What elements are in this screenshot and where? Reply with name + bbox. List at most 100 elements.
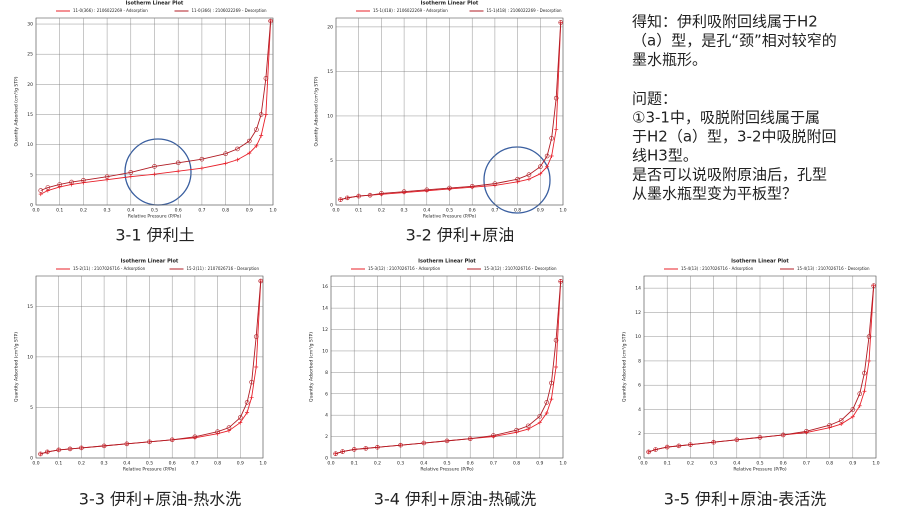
x-tick-label: 0.2	[80, 208, 87, 214]
point	[780, 432, 786, 438]
point	[268, 18, 273, 24]
x-tick-label: 0.7	[803, 461, 810, 467]
point	[401, 189, 407, 194]
x-tick-label: 0.5	[446, 208, 453, 214]
y-axis-label: Quantity Adsorbed (cm³/g STP)	[309, 332, 315, 402]
point	[254, 365, 259, 369]
point	[249, 395, 254, 400]
x-tick-label: 0.0	[332, 208, 339, 214]
y-tick-label: 2	[325, 434, 328, 440]
y-tick-label: 12	[322, 327, 328, 333]
y-tick-label: 0	[30, 456, 33, 462]
legend-label: 11-0(366) : 2106022269 - Adsorption	[73, 8, 148, 13]
point	[105, 177, 110, 182]
y-tick-label: 0	[325, 456, 328, 462]
point	[192, 434, 198, 440]
x-tick-label: 0.8	[513, 461, 520, 467]
legend-label: 15-3(12) : 2107026716 - Desorption	[484, 266, 557, 271]
caption: 3-3 伊利+原油-热水洗	[79, 490, 241, 509]
y-axis-label: Quantity Adsorbed (cm³/g STP)	[314, 76, 320, 146]
point	[827, 425, 832, 430]
point	[424, 187, 430, 193]
x-tick-label: 0.5	[756, 461, 763, 467]
note-line: 问题：	[632, 90, 677, 108]
note-line: 线H3型。	[632, 147, 698, 165]
x-axis-label: Relative Pressure (P/Po)	[128, 214, 182, 220]
point	[101, 443, 107, 449]
x-tick-label: 0.4	[733, 461, 740, 467]
y-tick-label: 0	[30, 203, 33, 209]
x-tick-label: 0.2	[78, 461, 85, 467]
x-tick-label: 0.0	[640, 461, 647, 467]
point	[57, 182, 63, 187]
point	[492, 181, 498, 186]
point	[871, 283, 876, 289]
point	[553, 95, 559, 101]
point	[526, 172, 532, 178]
point	[537, 164, 543, 170]
x-tick-label: 0.5	[151, 208, 158, 214]
point	[363, 446, 369, 451]
point	[549, 380, 554, 386]
x-tick-label: 0.4	[423, 208, 430, 214]
y-tick-label: 10	[327, 113, 333, 119]
y-tick-label: 2	[638, 431, 641, 437]
point	[444, 438, 450, 444]
x-tick-label: 0.1	[351, 461, 358, 467]
point	[515, 176, 520, 182]
caption: 3-4 伊利+原油-热碱洗	[374, 490, 536, 509]
x-tick-label: 0.6	[780, 461, 787, 467]
note-line: 得知：伊利吸附回线属于H2	[632, 13, 818, 31]
x-tick-label: 0.1	[664, 461, 671, 467]
legend-label: 15-1(418) : 2106022269 - Desorption	[487, 8, 563, 13]
chart-title: Isotherm Linear Plot	[421, 1, 479, 7]
point	[549, 154, 554, 159]
y-axis-label: Quantity Adsorbed (cm³/g STP)	[622, 332, 628, 402]
point	[526, 177, 531, 182]
point	[866, 334, 872, 339]
y-tick-label: 15	[27, 304, 33, 310]
x-tick-label: 0.7	[490, 461, 497, 467]
point	[857, 403, 862, 408]
y-tick-label: 16	[322, 284, 328, 290]
y-axis-label: Quantity Adsorbed (cm³/g STP)	[14, 332, 20, 402]
point	[226, 425, 232, 430]
x-tick-label: 0.6	[175, 208, 182, 214]
x-tick-label: 1.0	[559, 461, 566, 467]
x-tick-label: 0.8	[214, 461, 221, 467]
point	[169, 437, 175, 443]
point	[223, 151, 228, 157]
y-tick-label: 8	[325, 370, 328, 376]
point	[514, 427, 519, 433]
point	[247, 138, 252, 144]
point	[67, 446, 73, 452]
point	[223, 161, 228, 166]
point	[258, 278, 264, 284]
series-line	[648, 285, 875, 453]
y-tick-label: 10	[635, 334, 641, 340]
note-line: （a）型，是孔“颈”相对较窄的	[632, 32, 837, 50]
point	[254, 127, 259, 132]
point	[558, 20, 564, 25]
x-tick-label: 0.9	[536, 461, 543, 467]
x-axis-label: Relative Pressure (P/Po)	[423, 214, 477, 220]
chart-title: Isotherm Linear Plot	[731, 259, 789, 265]
y-tick-label: 14	[322, 306, 328, 312]
point	[45, 449, 50, 455]
x-tick-label: 0.5	[443, 461, 450, 467]
x-tick-label: 0.3	[104, 208, 111, 214]
point	[646, 449, 651, 455]
point	[544, 400, 550, 405]
x-tick-label: 0.6	[469, 208, 476, 214]
point	[69, 179, 74, 185]
x-tick-label: 0.2	[374, 461, 381, 467]
point	[104, 174, 110, 179]
x-tick-label: 0.8	[514, 208, 521, 214]
point	[244, 400, 250, 405]
x-tick-label: 0.9	[849, 461, 856, 467]
x-axis-label: Relative Pressure (P/Po)	[420, 467, 474, 473]
point	[467, 436, 473, 442]
point	[711, 439, 716, 445]
point	[235, 157, 240, 162]
point	[867, 358, 872, 363]
